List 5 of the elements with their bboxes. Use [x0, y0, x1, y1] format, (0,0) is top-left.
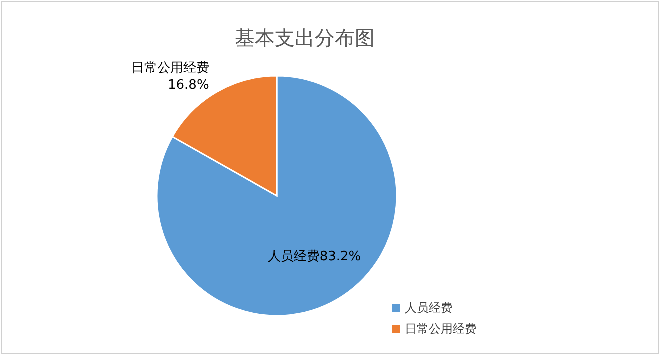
legend-label: 日常公用经费: [405, 322, 477, 336]
chart-title: 基本支出分布图: [235, 26, 375, 50]
data-label: 日常公用经费 16.8%: [131, 60, 210, 93]
legend-label: 人员经费: [405, 301, 453, 315]
data-label: 人员经费83.2%: [268, 249, 362, 264]
